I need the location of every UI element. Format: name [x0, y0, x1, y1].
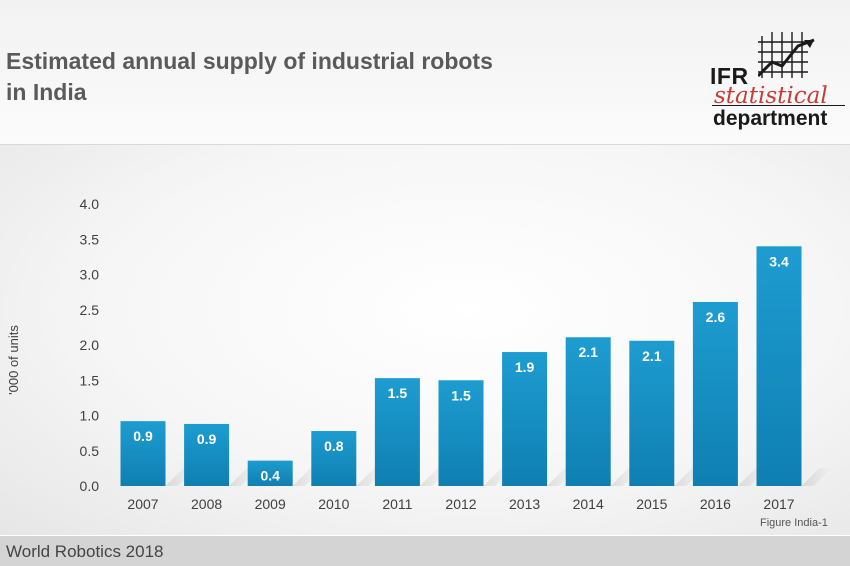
header-band: Estimated annual supply of industrial ro… — [0, 0, 850, 145]
x-tick-label: 2015 — [636, 496, 667, 512]
logo-statistical-text: statistical — [714, 83, 828, 109]
y-tick-label: 0.5 — [80, 443, 100, 459]
y-tick-label: 0.0 — [80, 478, 100, 494]
bar — [438, 380, 484, 486]
bar-value-label: 0.9 — [133, 428, 153, 444]
bar-value-label: 0.8 — [324, 438, 344, 454]
x-tick-label: 2012 — [445, 496, 476, 512]
x-tick-label: 2011 — [382, 496, 412, 512]
bar-value-label: 1.5 — [388, 385, 408, 401]
bar — [120, 421, 166, 486]
y-tick-label: 4.0 — [80, 196, 100, 212]
bar — [692, 301, 738, 486]
bar-value-label: 1.9 — [515, 359, 535, 375]
x-tick-label: 2008 — [191, 496, 222, 512]
footer-bar: World Robotics 2018 — [0, 536, 850, 566]
y-tick-label: 1.0 — [80, 408, 100, 424]
bar — [374, 378, 420, 486]
bar-value-label: 2.1 — [578, 344, 598, 360]
bar — [311, 431, 357, 486]
title-line-2: in India — [6, 79, 87, 105]
figure-caption: Figure India-1 — [760, 517, 828, 529]
footer-text: World Robotics 2018 — [6, 542, 164, 561]
bar — [629, 340, 675, 486]
x-tick-label: 2014 — [573, 496, 604, 512]
page-title: Estimated annual supply of industrial ro… — [6, 46, 566, 108]
bar-value-label: 1.5 — [451, 387, 471, 403]
logo-divider — [712, 105, 845, 106]
x-tick-label: 2007 — [127, 496, 158, 512]
y-tick-label: 3.0 — [80, 267, 100, 283]
y-tick-label: 1.5 — [80, 372, 100, 388]
bar-value-label: 3.4 — [769, 253, 789, 269]
logo-ifr-text: IFR — [710, 63, 749, 89]
title-line-1: Estimated annual supply of industrial ro… — [6, 48, 493, 74]
y-tick-label: 2.5 — [80, 302, 100, 318]
bar-shadow — [801, 468, 832, 486]
bar-value-label: 0.9 — [197, 431, 217, 447]
x-tick-label: 2017 — [763, 496, 794, 512]
bar-chart: 0.0 0.5 1.0 1.5 2.0 2.5 3.0 3.5 4.0 '000 of units… — [6, 196, 832, 512]
ifr-logo: IFR statistical department — [700, 30, 850, 135]
logo-grid-icon — [758, 32, 815, 78]
y-tick-label: 3.5 — [80, 231, 100, 247]
y-tick-label: 2.0 — [80, 337, 100, 353]
x-tick-label: 2013 — [509, 496, 540, 512]
bar — [502, 352, 548, 486]
logo-department-text: department — [713, 107, 828, 130]
x-tick-label: 2016 — [700, 496, 731, 512]
bar — [565, 337, 611, 486]
x-tick-label: 2010 — [318, 496, 349, 512]
bar-value-label: 2.6 — [706, 309, 726, 325]
bar — [756, 246, 802, 486]
bar-value-label: 2.1 — [642, 348, 662, 364]
x-tick-label: 2009 — [255, 496, 286, 512]
bar — [247, 460, 293, 486]
bar-value-label: 0.4 — [260, 468, 280, 484]
bar — [184, 423, 230, 486]
y-axis-label: '000 of units — [6, 325, 21, 395]
